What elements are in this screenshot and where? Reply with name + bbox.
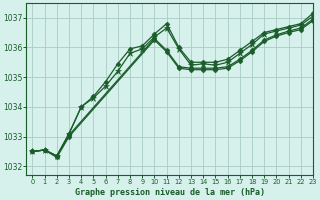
X-axis label: Graphe pression niveau de la mer (hPa): Graphe pression niveau de la mer (hPa) [75,188,265,197]
